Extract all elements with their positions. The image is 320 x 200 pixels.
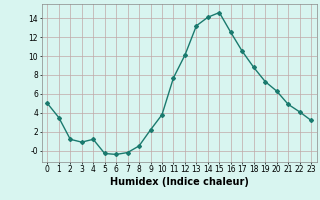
X-axis label: Humidex (Indice chaleur): Humidex (Indice chaleur)	[110, 177, 249, 187]
